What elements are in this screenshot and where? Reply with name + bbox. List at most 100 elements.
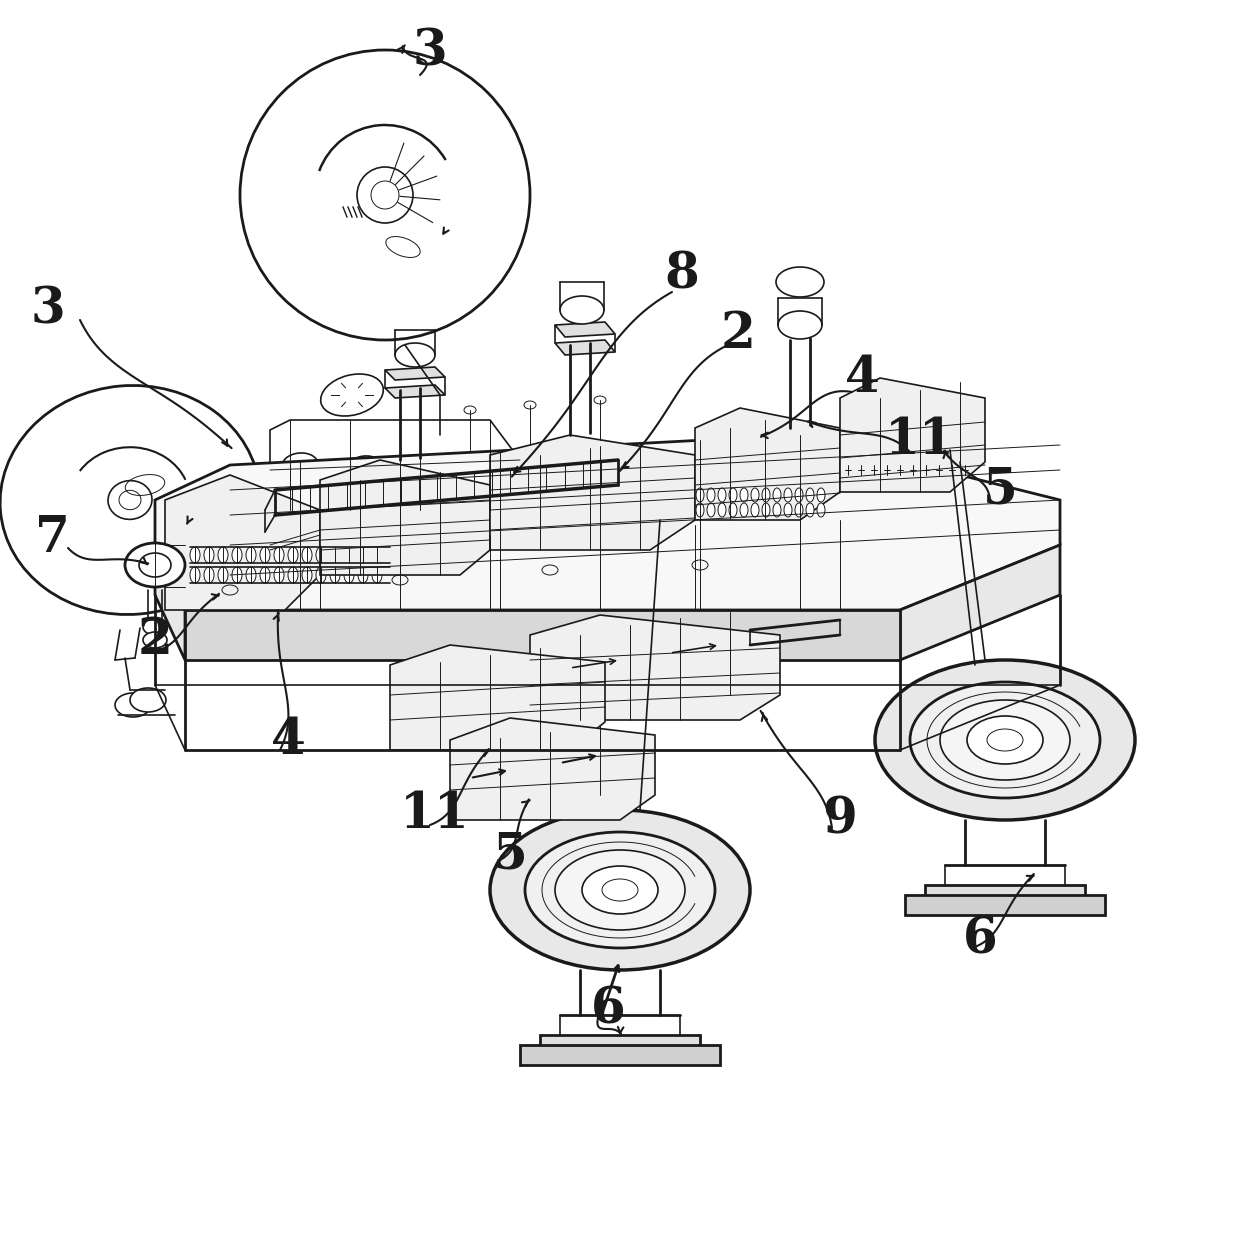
Polygon shape	[391, 645, 605, 750]
Ellipse shape	[910, 682, 1100, 798]
Ellipse shape	[330, 547, 340, 563]
Ellipse shape	[817, 487, 825, 502]
Ellipse shape	[125, 543, 185, 587]
Polygon shape	[529, 615, 780, 719]
Ellipse shape	[303, 566, 312, 582]
Ellipse shape	[190, 566, 200, 582]
Polygon shape	[520, 1045, 720, 1065]
Ellipse shape	[940, 700, 1070, 780]
Text: 8: 8	[665, 251, 699, 300]
Ellipse shape	[490, 810, 750, 970]
Ellipse shape	[582, 866, 658, 914]
Ellipse shape	[316, 547, 326, 563]
Ellipse shape	[274, 547, 284, 563]
Polygon shape	[185, 610, 900, 660]
Ellipse shape	[143, 619, 167, 636]
Polygon shape	[384, 366, 445, 380]
Text: 11: 11	[885, 416, 955, 464]
Ellipse shape	[776, 267, 825, 297]
Ellipse shape	[696, 487, 704, 502]
Text: 4: 4	[844, 353, 879, 402]
Ellipse shape	[773, 487, 781, 502]
Ellipse shape	[343, 566, 353, 582]
Polygon shape	[490, 436, 694, 550]
Ellipse shape	[696, 503, 704, 517]
Ellipse shape	[232, 566, 242, 582]
Text: 9: 9	[822, 796, 857, 844]
Ellipse shape	[718, 487, 725, 502]
Polygon shape	[556, 341, 615, 355]
Polygon shape	[900, 545, 1060, 660]
Polygon shape	[694, 408, 839, 520]
Text: 7: 7	[35, 513, 69, 563]
Ellipse shape	[773, 503, 781, 517]
Polygon shape	[839, 378, 985, 492]
Ellipse shape	[316, 566, 326, 582]
Ellipse shape	[288, 566, 298, 582]
Ellipse shape	[130, 689, 166, 712]
Ellipse shape	[0, 385, 260, 615]
Ellipse shape	[246, 547, 255, 563]
Ellipse shape	[205, 566, 215, 582]
Ellipse shape	[751, 487, 759, 502]
Ellipse shape	[241, 51, 529, 341]
Text: 3: 3	[413, 27, 448, 77]
Ellipse shape	[358, 547, 368, 563]
Ellipse shape	[777, 311, 822, 339]
Ellipse shape	[763, 503, 770, 517]
Ellipse shape	[330, 566, 340, 582]
Ellipse shape	[218, 566, 228, 582]
Ellipse shape	[556, 850, 684, 930]
Ellipse shape	[729, 503, 737, 517]
Ellipse shape	[260, 566, 270, 582]
Ellipse shape	[875, 660, 1135, 821]
Ellipse shape	[784, 503, 792, 517]
Text: 6: 6	[590, 986, 625, 1034]
Ellipse shape	[372, 566, 382, 582]
Ellipse shape	[795, 503, 804, 517]
Ellipse shape	[967, 716, 1043, 764]
Polygon shape	[925, 885, 1085, 905]
Polygon shape	[270, 420, 520, 510]
Ellipse shape	[396, 343, 435, 366]
Ellipse shape	[218, 547, 228, 563]
Text: 5: 5	[492, 830, 527, 880]
Text: 11: 11	[401, 791, 470, 839]
Polygon shape	[384, 385, 445, 399]
Ellipse shape	[763, 487, 770, 502]
Ellipse shape	[343, 547, 353, 563]
Ellipse shape	[190, 547, 200, 563]
Ellipse shape	[372, 547, 382, 563]
Ellipse shape	[358, 566, 368, 582]
Polygon shape	[155, 545, 185, 660]
Text: 4: 4	[270, 716, 305, 765]
Ellipse shape	[303, 547, 312, 563]
Ellipse shape	[246, 566, 255, 582]
Ellipse shape	[288, 547, 298, 563]
Ellipse shape	[205, 547, 215, 563]
Ellipse shape	[817, 503, 825, 517]
Ellipse shape	[740, 487, 748, 502]
Ellipse shape	[806, 503, 813, 517]
Ellipse shape	[784, 487, 792, 502]
Polygon shape	[155, 436, 1060, 610]
Text: 2: 2	[138, 616, 172, 664]
Text: 6: 6	[962, 916, 997, 965]
Text: 3: 3	[31, 285, 66, 334]
Ellipse shape	[718, 503, 725, 517]
Polygon shape	[556, 322, 615, 337]
Polygon shape	[165, 475, 320, 610]
Ellipse shape	[525, 832, 715, 948]
Ellipse shape	[795, 487, 804, 502]
Polygon shape	[905, 895, 1105, 914]
Ellipse shape	[806, 487, 813, 502]
Ellipse shape	[115, 694, 151, 717]
Ellipse shape	[751, 503, 759, 517]
Ellipse shape	[729, 487, 737, 502]
Ellipse shape	[143, 632, 167, 648]
Ellipse shape	[260, 547, 270, 563]
Polygon shape	[450, 718, 655, 821]
Ellipse shape	[560, 296, 604, 325]
Ellipse shape	[707, 503, 715, 517]
Text: 5: 5	[982, 465, 1017, 515]
